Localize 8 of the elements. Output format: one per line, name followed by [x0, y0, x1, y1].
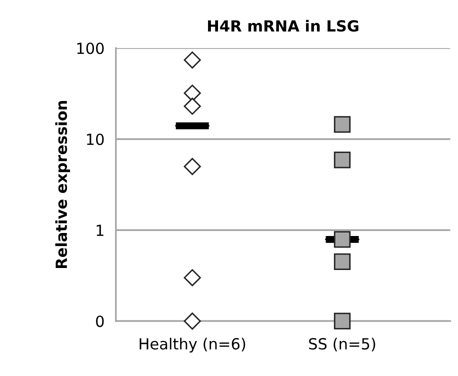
y-tick-label: 100 [77, 42, 104, 54]
y-tick-label: 1 [96, 224, 104, 236]
x-tick-label: Healthy (n=6) [140, 338, 246, 353]
x-tick-label: SS (n=5) [309, 338, 376, 352]
y-tick-label: 10 [87, 134, 104, 146]
y-tick-label: 0 [96, 316, 104, 328]
y-axis-title: Relative expression [55, 100, 70, 268]
chart-title: H4R mRNA in LSG [208, 20, 358, 32]
